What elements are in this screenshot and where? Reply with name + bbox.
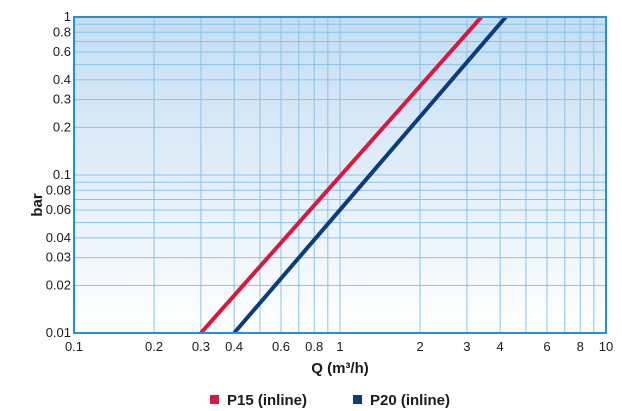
y-tick-label: 0.02 (46, 277, 71, 292)
legend-label-1: P15 (inline) (227, 392, 307, 409)
y-tick-label: 0.06 (46, 202, 71, 217)
x-tick-label: 0.4 (225, 339, 243, 354)
y-tick-label: 0.6 (53, 44, 71, 59)
y-tick-label: 1 (64, 9, 71, 24)
x-tick-label: 0.1 (65, 339, 83, 354)
x-tick-label: 6 (543, 339, 550, 354)
y-tick-label: 0.2 (53, 119, 71, 134)
y-tick-label: 0.08 (46, 182, 71, 197)
x-tick-label: 10 (599, 339, 613, 354)
y-tick-labels: 0.01 0.02 0.03 0.04 0.06 0.080.1 0.2 0.3 0.4 0.6 0… (46, 9, 71, 340)
series-line-2 (232, 17, 508, 333)
y-axis-label: bar (29, 193, 46, 217)
y-tick-label: 0.8 (53, 24, 71, 39)
x-axis-label: Q (m³/h) (311, 360, 369, 377)
x-tick-label: 0.2 (145, 339, 163, 354)
y-tick-label: 0.01 (46, 325, 71, 340)
y-tick-label: 0.4 (53, 72, 71, 87)
legend-swatch-1 (210, 395, 219, 404)
y-tick-label: 0.1 (53, 167, 71, 182)
x-tick-label: 0.3 (192, 339, 210, 354)
series-line-1 (199, 17, 483, 333)
x-tick-labels: 0.1 0.2 0.3 0.4 0.6 0.8 1 2 3 4 6 8 10 (65, 339, 613, 354)
legend-label-2: P20 (inline) (370, 392, 450, 409)
series-lines (199, 17, 508, 333)
y-tick-label: 0.03 (46, 250, 71, 265)
legend-swatch-2 (353, 395, 362, 404)
x-tick-label: 4 (497, 339, 504, 354)
x-tick-label: 0.6 (272, 339, 290, 354)
plot-frame (73, 16, 607, 334)
legend: P15 (inline) P20 (inline) (210, 392, 450, 409)
y-tick-label: 0.04 (46, 230, 71, 245)
x-tick-label: 2 (416, 339, 423, 354)
y-tick-label: 0.3 (53, 92, 71, 107)
x-tick-label: 0.8 (305, 339, 323, 354)
x-tick-label: 3 (463, 339, 470, 354)
x-tick-label: 1 (336, 339, 343, 354)
x-tick-label: 8 (577, 339, 584, 354)
